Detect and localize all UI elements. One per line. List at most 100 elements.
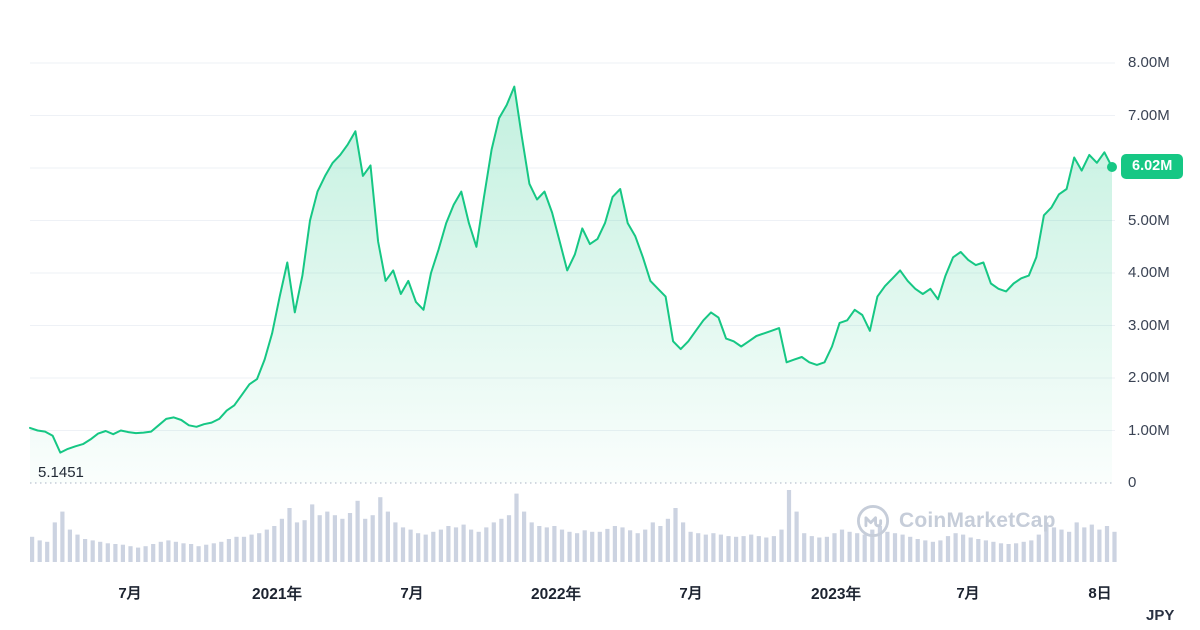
volume-bar (749, 534, 754, 562)
volume-bar (484, 527, 489, 562)
volume-bar (400, 527, 406, 562)
volume-bar (847, 531, 852, 562)
volume-bar (279, 518, 284, 562)
volume-bar (681, 522, 686, 562)
volume-bar (75, 534, 80, 562)
volume-bar (98, 541, 103, 562)
y-axis-label: 7.00M (1128, 106, 1170, 124)
volume-bar (650, 522, 655, 562)
volume-bar (287, 508, 292, 562)
volume-bar (67, 529, 72, 562)
volume-bar (461, 524, 466, 562)
volume-bar (226, 539, 231, 562)
volume-bar (408, 529, 413, 562)
volume-bar (605, 528, 610, 562)
volume-bar (915, 539, 920, 562)
y-axis-label: 3.00M (1128, 316, 1170, 334)
volume-bar (476, 531, 481, 562)
volume-bar (711, 533, 716, 562)
volume-bar (189, 544, 194, 562)
price-area-fill (30, 86, 1112, 483)
volume-bar (181, 543, 186, 562)
volume-bar (635, 533, 640, 562)
volume-bar (597, 531, 602, 562)
volume-bar (1014, 543, 1019, 562)
volume-bar (272, 526, 277, 562)
volume-bar (310, 504, 315, 562)
volume-bar (968, 537, 973, 562)
volume-bars (30, 490, 1117, 562)
volume-bar (794, 511, 799, 562)
volume-bar (991, 541, 996, 562)
price-line (29, 85, 1113, 454)
x-axis-label: 8日 (1088, 585, 1112, 602)
volume-bar (779, 529, 784, 562)
volume-bar (930, 541, 935, 562)
volume-bar (249, 534, 254, 562)
volume-bar (264, 529, 269, 562)
volume-bar (620, 527, 625, 562)
volume-bar (824, 536, 829, 562)
volume-bar (143, 546, 148, 562)
volume-bar (628, 530, 633, 562)
volume-bar (128, 546, 133, 562)
x-axis-label: 7月 (679, 585, 703, 602)
volume-bar (514, 493, 519, 562)
volume-bar (45, 541, 50, 562)
volume-bar (1044, 522, 1049, 562)
volume-bar (302, 520, 307, 562)
volume-bar (257, 533, 262, 562)
volume-bar (1036, 534, 1041, 562)
volume-bar (665, 518, 670, 562)
volume-bar (961, 534, 966, 562)
volume-bar (734, 536, 739, 562)
y-axis-label: 5.00M (1128, 211, 1170, 229)
volume-bar (703, 534, 708, 562)
volume-bar (870, 529, 875, 562)
volume-bar (60, 511, 65, 562)
volume-bar (771, 536, 776, 562)
volume-bar (1006, 544, 1011, 562)
volume-bar (522, 511, 527, 562)
volume-bar (726, 536, 731, 562)
volume-bar (196, 546, 201, 562)
volume-bar (332, 515, 337, 562)
volume-bar (438, 529, 443, 562)
volume-bar (83, 539, 88, 562)
volume-bar (453, 527, 459, 562)
volume-bar (241, 536, 247, 562)
coinmarketcap-watermark: CoinMarketCap (856, 504, 1056, 538)
volume-bar (30, 536, 35, 562)
volume-bar (643, 529, 648, 562)
volume-bar (234, 536, 239, 562)
volume-bar (892, 533, 898, 562)
volume-bar (544, 527, 549, 562)
volume-bar (136, 547, 141, 562)
x-axis-label: 7月 (400, 585, 424, 602)
volume-bar (817, 537, 822, 562)
volume-bar (908, 536, 913, 562)
x-axis-label: 7月 (956, 585, 980, 602)
volume-bar (90, 540, 95, 562)
volume-bar (378, 497, 383, 562)
volume-bar (552, 526, 557, 562)
x-axis-label: 2022年 (531, 586, 581, 603)
volume-bar (1029, 540, 1034, 562)
x-axis-label: 2023年 (811, 586, 861, 603)
volume-bar (370, 515, 375, 562)
volume-bar (219, 541, 224, 562)
volume-bar (862, 534, 867, 562)
volume-bar (839, 529, 845, 562)
volume-bar (885, 531, 890, 562)
volume-bar (1104, 526, 1110, 562)
volume-bar (756, 536, 761, 562)
volume-bar (211, 543, 216, 562)
volume-bar (537, 526, 542, 562)
volume-bar (877, 526, 882, 562)
y-axis-label: 4.00M (1128, 264, 1170, 281)
volume-bar (764, 537, 769, 562)
volume-bar (855, 533, 860, 562)
volume-bar (317, 515, 322, 562)
volume-bar (1021, 541, 1026, 562)
